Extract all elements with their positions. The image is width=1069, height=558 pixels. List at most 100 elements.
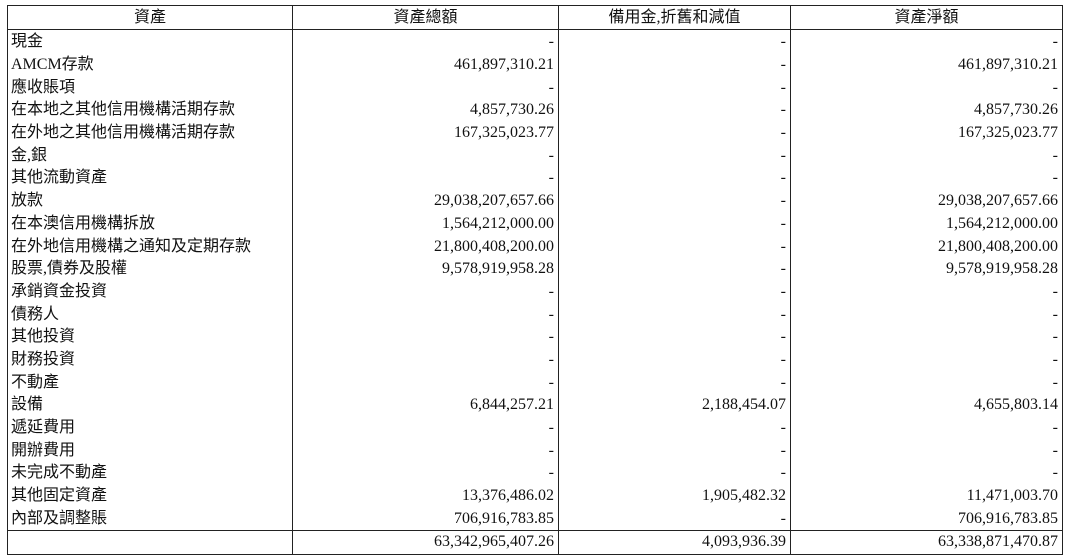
provision-value: - [558, 53, 791, 77]
row-label: 在本地之其他信用機構活期存款 [7, 99, 293, 122]
table-row: 股票,債券及股權 9,578,919,958.28-9,578,919,958.2… [7, 257, 1063, 281]
net-value: 167,325,023.77 [790, 121, 1063, 145]
row-label: 承銷資金投資 [7, 280, 293, 304]
row-label: 應收賬項 [7, 76, 293, 100]
net-value: - [790, 462, 1063, 485]
table-row: 現金 - - - [7, 29, 1063, 54]
net-value: 11,471,003.70 [790, 484, 1063, 508]
gross-value: - [292, 371, 559, 394]
row-label [7, 530, 293, 555]
gross-value: 9,578,919,958.28 [292, 257, 559, 281]
table-row: 未完成不動產 - - - [7, 462, 1063, 485]
table-row: 遞延費用 - - - [7, 416, 1063, 440]
provision-value: - [558, 167, 791, 190]
gross-value: - [292, 280, 559, 304]
table-row: 設備 6,844,257.21 2,188,454.07 4,655,803.14 [7, 394, 1063, 417]
gross-value: - [292, 303, 559, 326]
provision-value: - [558, 303, 791, 326]
row-label: 其他固定資產 [7, 484, 293, 508]
gross-value: - [292, 416, 559, 440]
total-row: 63,342,965,407.26 4,093,936.39 63,338,871,… [7, 530, 1063, 555]
row-label: 內部及調整賬 [7, 507, 293, 532]
row-label: 不動產 [7, 371, 293, 394]
gross-value: - [292, 439, 559, 463]
gross-value: - [292, 462, 559, 485]
row-label: 開辦費用 [7, 439, 293, 463]
gross-value: 461,897,310.21 [292, 53, 559, 77]
table-row: AMCM存款 461,897,310.21-461,897,310.21 [7, 53, 1063, 77]
gross-value: - [292, 167, 559, 190]
provision-value: 1,905,482.32 [558, 484, 791, 508]
provision-value: - [558, 189, 791, 213]
table-row: 金,銀 - - - [7, 144, 1063, 168]
table-row: 債務人 - - - [7, 303, 1063, 326]
provision-value: - [558, 76, 791, 100]
assets-table: 資產 資產總額 備用金,折舊和減值 資產淨額 現金 - - - AMCM存款 461,89… [7, 5, 1063, 555]
net-value: - [790, 76, 1063, 100]
row-label: 遞延費用 [7, 416, 293, 440]
provision-value: - [558, 416, 791, 440]
provision-value: - [558, 99, 791, 122]
gross-value: - [292, 76, 559, 100]
provision-value: - [558, 348, 791, 372]
provision-value: - [558, 144, 791, 168]
net-value: - [790, 439, 1063, 463]
net-value: 1,564,212,000.00 [790, 212, 1063, 236]
provision-value: - [558, 121, 791, 145]
row-label: 現金 [7, 29, 293, 54]
table-row: 其他流動資產 - - - [7, 167, 1063, 190]
table-row: 放款 29,038,207,657.66-29,038,207,657.66 [7, 189, 1063, 213]
table-row: 開辦費用 - - - [7, 439, 1063, 463]
table-row: 內部及調整賬 706,916,783.85-706,916,783.85 [7, 507, 1063, 532]
net-value: - [790, 29, 1063, 54]
gross-value: 167,325,023.77 [292, 121, 559, 145]
gross-value: - [292, 144, 559, 168]
row-label: 其他投資 [7, 325, 293, 349]
net-value: 9,578,919,958.28 [790, 257, 1063, 281]
row-label: 放款 [7, 189, 293, 213]
table-row: 承銷資金投資 - - - [7, 280, 1063, 304]
table-row: 不動產 - - - [7, 371, 1063, 394]
row-label: 財務投資 [7, 348, 293, 372]
net-value: 4,655,803.14 [790, 394, 1063, 417]
row-label: 金,銀 [7, 144, 293, 168]
row-label: 未完成不動產 [7, 462, 293, 485]
net-value: 706,916,783.85 [790, 507, 1063, 532]
net-value: - [790, 325, 1063, 349]
net-value: - [790, 348, 1063, 372]
provision-value: - [558, 29, 791, 54]
gross-value: 63,342,965,407.26 [292, 530, 559, 555]
header-provision: 備用金,折舊和減值 [558, 5, 791, 30]
provision-value: - [558, 462, 791, 485]
gross-value: 21,800,408,200.00 [292, 235, 559, 258]
header-gross: 資產總額 [292, 5, 559, 30]
provision-value: - [558, 325, 791, 349]
header-assets: 資產 [7, 5, 293, 30]
net-value: - [790, 167, 1063, 190]
gross-value: 706,916,783.85 [292, 507, 559, 532]
row-label: 股票,債券及股權 [7, 257, 293, 281]
gross-value: 13,376,486.02 [292, 484, 559, 508]
provision-value: - [558, 257, 791, 281]
gross-value: 6,844,257.21 [292, 394, 559, 417]
gross-value: - [292, 29, 559, 54]
provision-value: - [558, 212, 791, 236]
net-value: 63,338,871,470.87 [790, 530, 1063, 555]
net-value: 21,800,408,200.00 [790, 235, 1063, 258]
net-value: - [790, 371, 1063, 394]
table-row: 其他固定資產 13,376,486.02 1,905,482.32 11,471,00… [7, 484, 1063, 508]
provision-value: 2,188,454.07 [558, 394, 791, 417]
gross-value: - [292, 348, 559, 372]
provision-value: 4,093,936.39 [558, 530, 791, 555]
header-row: 資產 資產總額 備用金,折舊和減值 資產淨額 [7, 5, 1063, 30]
net-value: - [790, 416, 1063, 440]
table-row: 財務投資 - - - [7, 348, 1063, 372]
row-label: 債務人 [7, 303, 293, 326]
table-row: 其他投資 - - - [7, 325, 1063, 349]
table-row: 應收賬項 - - - [7, 76, 1063, 100]
row-label: 在本澳信用機構拆放 [7, 212, 293, 236]
net-value: 4,857,730.26 [790, 99, 1063, 122]
provision-value: - [558, 371, 791, 394]
row-label: 在外地信用機構之通知及定期存款 [7, 235, 293, 258]
table-row: 在外地信用機構之通知及定期存款 21,800,408,200.00-21,800,… [7, 235, 1063, 258]
